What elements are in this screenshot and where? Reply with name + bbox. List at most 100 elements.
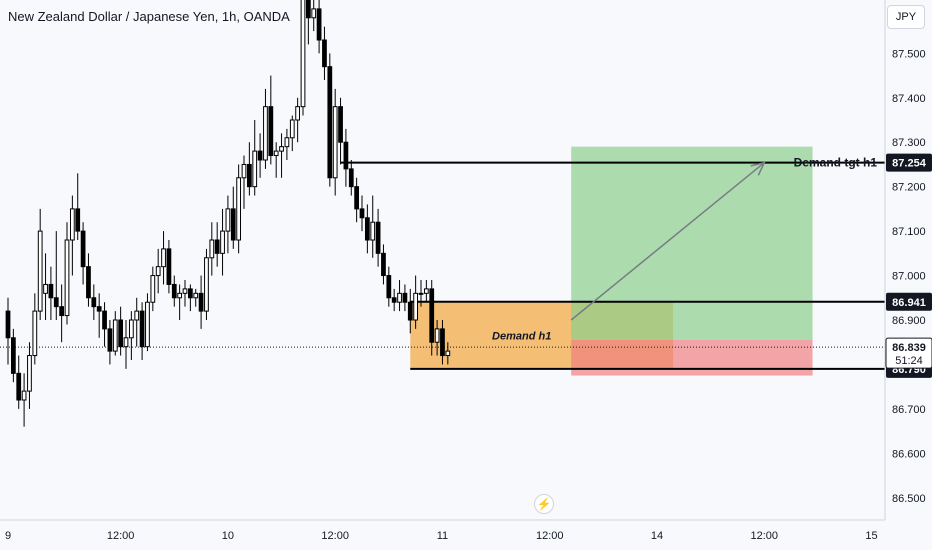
candle-body <box>402 292 408 303</box>
candle-body <box>139 310 145 348</box>
price-tick-label: 86.900 <box>892 315 926 327</box>
candle-body <box>214 239 220 254</box>
price-tick-label: 86.700 <box>892 404 926 416</box>
candle-body <box>289 119 295 139</box>
candle-body <box>187 288 193 299</box>
price-label-box <box>886 292 932 311</box>
candle-body <box>193 292 199 299</box>
candle-body <box>273 150 279 157</box>
candle-body <box>43 283 48 294</box>
current-price-box <box>885 337 932 369</box>
candle-body <box>128 319 134 339</box>
demand-zone-label: Demand h1 <box>492 330 551 342</box>
candle-body <box>123 337 129 348</box>
candle-body <box>429 288 435 343</box>
candle-body <box>343 141 349 170</box>
candle-body <box>348 168 354 188</box>
candle-body <box>338 106 343 143</box>
candle-body <box>32 310 38 357</box>
time-tick-label: 9 <box>5 530 11 542</box>
candle-body <box>107 328 113 352</box>
symbol-title: New Zealand Dollar / Japanese Yen, 1h, O… <box>8 9 290 24</box>
level-text: Demand tgt h1 <box>794 156 878 170</box>
price-label: 86.941 <box>892 297 926 309</box>
currency-button[interactable]: JPY <box>887 5 925 29</box>
candle-body <box>37 230 43 312</box>
candle-body <box>134 310 140 321</box>
time-axis[interactable] <box>0 520 885 550</box>
candle-body <box>375 221 381 254</box>
candle-body <box>263 106 268 161</box>
candle-body <box>21 390 27 401</box>
candle-body <box>48 283 54 299</box>
candle-body <box>381 252 386 277</box>
candle-body <box>413 292 419 321</box>
price-label: 87.254 <box>892 158 927 170</box>
candle-body <box>16 372 22 401</box>
candle-body <box>434 328 440 343</box>
candle-body <box>102 310 107 330</box>
time-tick-label: 12:00 <box>107 530 135 542</box>
price-tick-label: 86.600 <box>892 448 926 460</box>
candle-body <box>386 275 392 299</box>
candle-body <box>268 106 274 157</box>
candle-body <box>397 292 402 303</box>
candle-body <box>316 8 322 41</box>
candle-body <box>423 288 429 294</box>
candle-body <box>155 266 161 277</box>
candle-body <box>145 301 150 348</box>
price-tick-label: 87.200 <box>892 182 926 194</box>
candle-body <box>80 230 86 268</box>
candle-body <box>150 275 156 303</box>
candle-body <box>64 239 70 317</box>
candle-body <box>257 150 263 161</box>
candle-body <box>182 288 188 294</box>
price-tick-label: 86.500 <box>892 493 926 505</box>
candle-body <box>69 208 75 241</box>
time-tick-label: 12:00 <box>536 530 564 542</box>
candle-body <box>236 177 242 241</box>
candle-body <box>59 306 65 317</box>
candle-body <box>220 230 225 254</box>
candle-body <box>354 186 360 210</box>
candle-body <box>171 283 177 299</box>
lightning-icon[interactable]: ⚡ <box>534 494 554 514</box>
candle-body <box>391 297 397 303</box>
target-arrow[interactable] <box>570 162 765 321</box>
candle-body <box>327 66 333 179</box>
candle-body <box>112 319 118 352</box>
candle-body <box>246 163 252 188</box>
candle-body <box>440 328 445 357</box>
candle-body <box>225 208 231 232</box>
candle-body <box>300 0 306 108</box>
price-tick-label: 87.500 <box>892 48 926 60</box>
time-tick-label: 10 <box>222 530 234 542</box>
countdown-label: 51:24 <box>895 355 923 367</box>
candle-body <box>252 150 258 188</box>
candle-body <box>161 248 166 268</box>
target-zone <box>571 146 813 340</box>
candle-body <box>166 248 172 285</box>
candle-body <box>230 208 236 241</box>
time-tick-label: 12:00 <box>321 530 349 542</box>
candle-body <box>311 8 317 19</box>
time-tick-label: 15 <box>865 530 877 542</box>
price-tick-label: 87.100 <box>892 226 926 238</box>
price-axis[interactable] <box>885 0 932 550</box>
candle-body <box>418 292 424 295</box>
time-tick-label: 11 <box>437 530 448 542</box>
candle-body <box>370 221 376 241</box>
candle-body <box>407 301 413 321</box>
price-tick-label: 87.400 <box>892 93 926 105</box>
stop-zone <box>571 340 813 376</box>
time-tick-label: 14 <box>651 530 663 542</box>
candle-body <box>241 163 247 179</box>
candle-body <box>5 310 11 339</box>
candle-body <box>86 266 91 299</box>
candle-body <box>332 106 338 179</box>
candle-body <box>198 292 204 312</box>
candle-body <box>364 217 370 241</box>
candle-body <box>284 137 290 148</box>
candle-body <box>279 146 284 152</box>
